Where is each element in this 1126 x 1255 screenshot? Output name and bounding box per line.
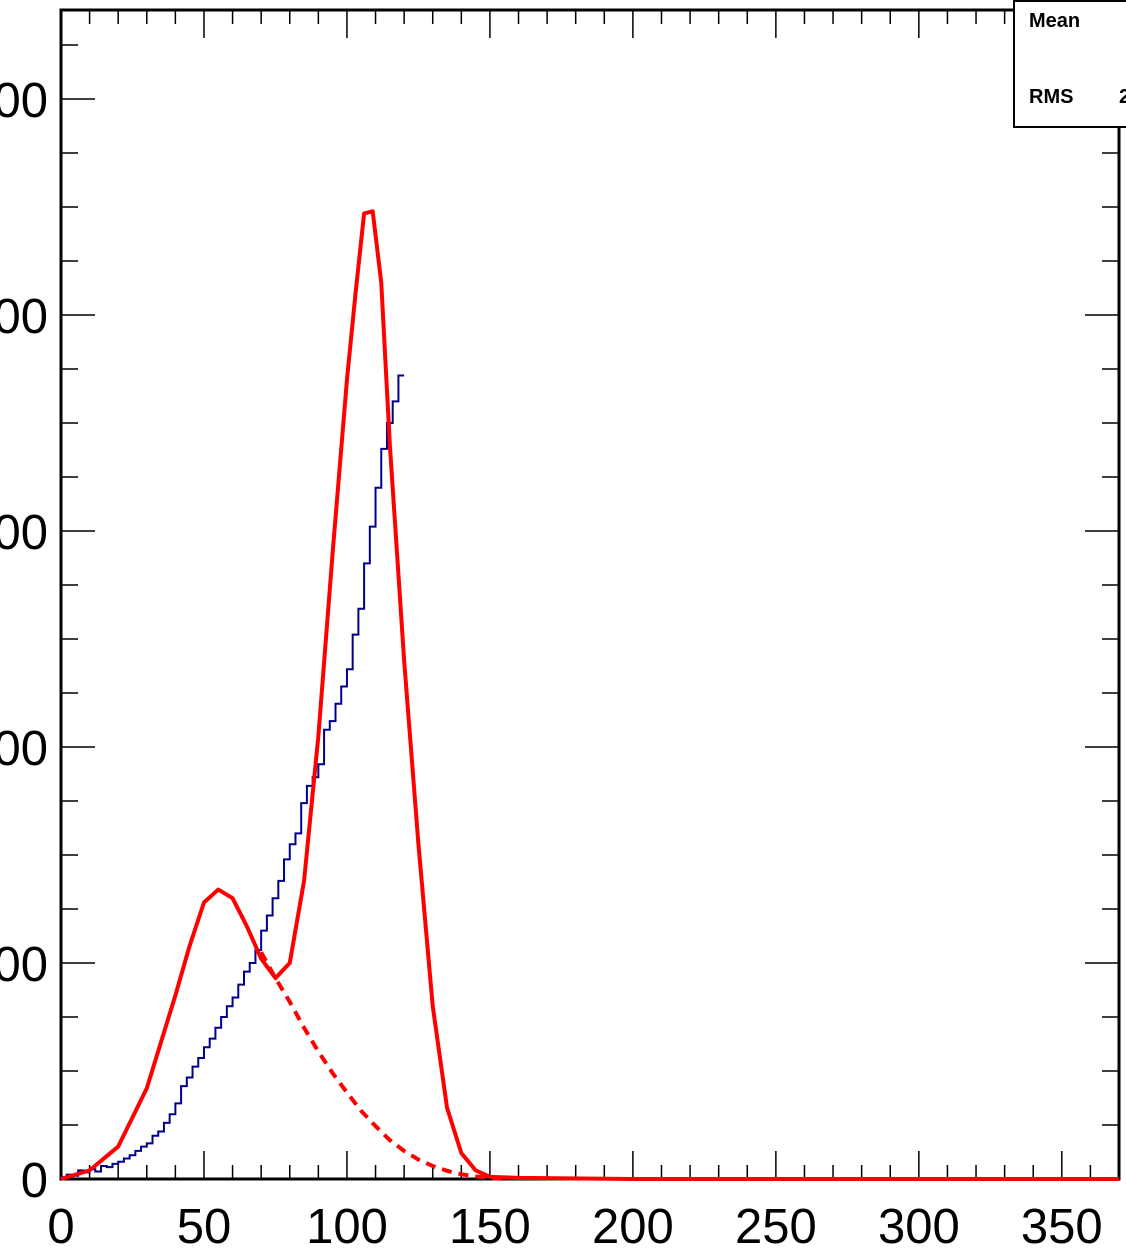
x-tick-label: 50 bbox=[177, 1200, 232, 1254]
plot-frame bbox=[59, 8, 1121, 1181]
fit-total-curve bbox=[60, 209, 1119, 1181]
y-tick-label: 00 bbox=[0, 722, 48, 776]
y-tick-label: 00 bbox=[0, 938, 48, 992]
stats-rms-label: RMS bbox=[1029, 86, 1074, 108]
x-tick-label: 100 bbox=[306, 1200, 388, 1254]
histogram-series bbox=[60, 374, 405, 1179]
y-tick-label: 0 bbox=[21, 1154, 48, 1208]
x-tick-label: 150 bbox=[449, 1200, 531, 1254]
y-tick-label: 00 bbox=[0, 506, 48, 560]
x-tick-label: 0 bbox=[47, 1200, 74, 1254]
y-tick-label: 00 bbox=[0, 290, 48, 344]
stats-mean-label: Mean bbox=[1029, 10, 1081, 32]
fit-background-curve bbox=[259, 951, 505, 1181]
stats-rms-value: 2 bbox=[1119, 86, 1126, 108]
y-tick-label: 00 bbox=[0, 74, 48, 128]
stats-box: Mean RMS 2 bbox=[1013, 0, 1126, 128]
x-tick-label: 200 bbox=[592, 1200, 674, 1254]
x-tick-label: 300 bbox=[878, 1200, 960, 1254]
x-tick-label: 250 bbox=[735, 1200, 817, 1254]
x-tick-label: 350 bbox=[1021, 1200, 1103, 1254]
